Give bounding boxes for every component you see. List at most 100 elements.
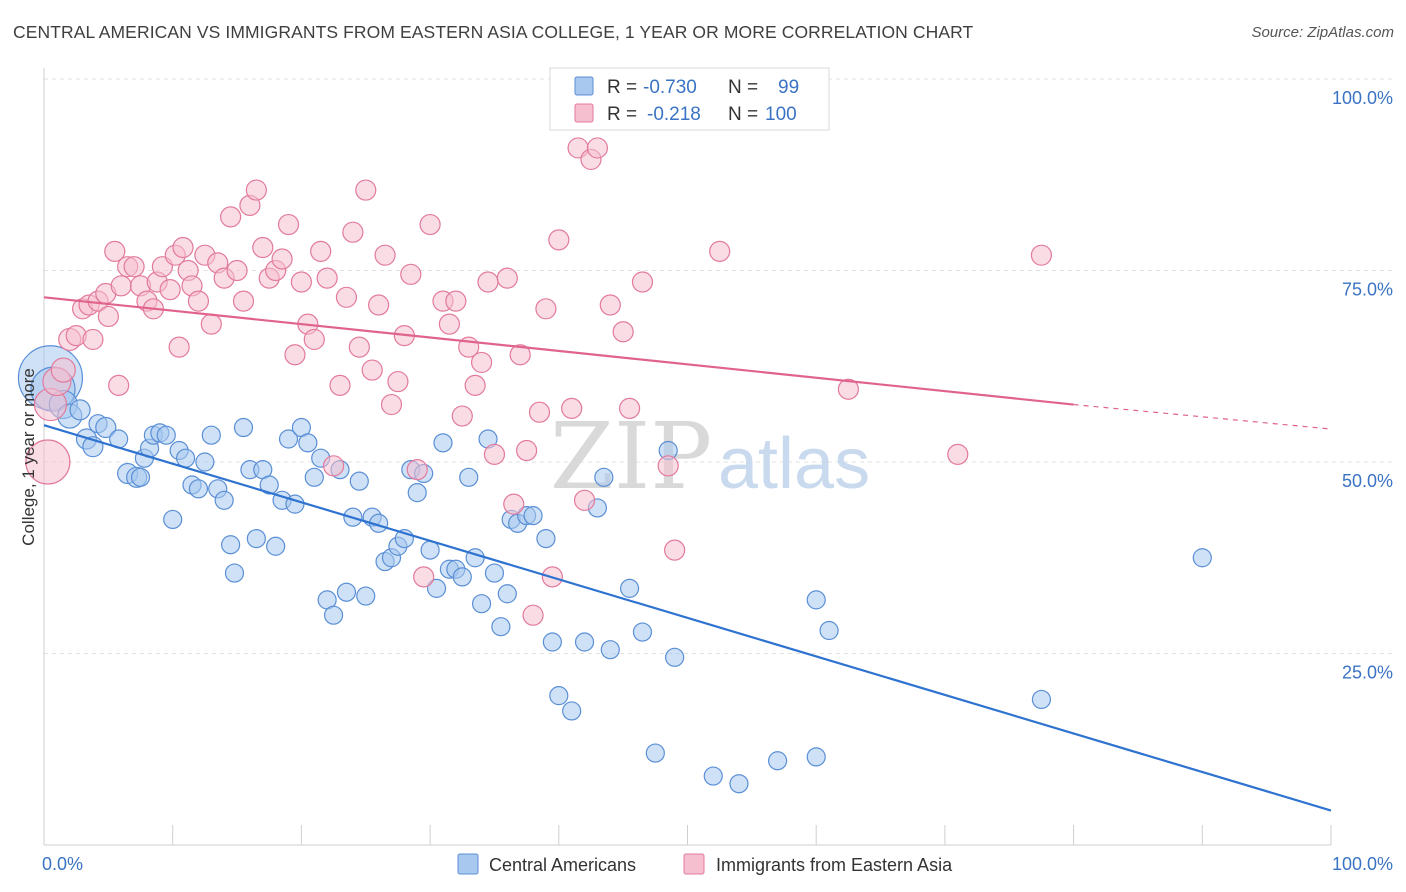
data-point bbox=[348, 336, 370, 358]
data-point bbox=[549, 686, 569, 706]
data-point bbox=[657, 455, 679, 477]
data-point bbox=[168, 336, 190, 358]
data-point bbox=[200, 313, 222, 335]
data-point bbox=[95, 416, 117, 439]
data-point bbox=[516, 439, 538, 462]
legend-box bbox=[549, 67, 830, 131]
data-point bbox=[523, 506, 543, 526]
data-point bbox=[819, 620, 839, 641]
data-point bbox=[947, 443, 969, 465]
data-point bbox=[361, 359, 383, 381]
legend-r-value: -0.730 bbox=[643, 77, 697, 98]
data-point bbox=[573, 489, 596, 511]
trend-lines bbox=[43, 296, 1332, 812]
data-point bbox=[259, 475, 279, 495]
data-point bbox=[221, 535, 241, 555]
series-immigrants-eastern-asia bbox=[25, 137, 1053, 626]
legend: R = -0.730 N = 99 R = -0.218 N = 100 bbox=[549, 67, 830, 131]
data-point bbox=[484, 563, 505, 583]
trend-line-eastern-asia bbox=[43, 296, 1074, 406]
data-point bbox=[503, 493, 525, 515]
data-point bbox=[266, 536, 286, 556]
data-point bbox=[574, 632, 595, 652]
data-point bbox=[664, 539, 686, 561]
tick-labels: 25.0% 50.0% 75.0% 100.0% 0.0% 100.0% bbox=[42, 88, 1393, 874]
data-point bbox=[245, 179, 267, 201]
data-point bbox=[497, 584, 517, 604]
legend-n-value: 100 bbox=[765, 104, 797, 125]
data-point bbox=[252, 236, 274, 259]
data-point bbox=[1031, 689, 1052, 710]
data-point bbox=[767, 751, 788, 771]
watermark: ZIP atlas bbox=[550, 403, 870, 510]
data-point bbox=[413, 566, 435, 588]
legend-n-label: N = bbox=[728, 77, 758, 98]
data-point bbox=[69, 399, 91, 421]
data-point bbox=[290, 271, 312, 293]
data-point bbox=[632, 622, 653, 642]
y-tick-label: 100.0% bbox=[1332, 88, 1393, 108]
data-point bbox=[400, 263, 422, 285]
data-point bbox=[594, 467, 614, 487]
data-point bbox=[1192, 548, 1212, 568]
data-point bbox=[561, 397, 583, 419]
data-point bbox=[233, 417, 254, 438]
data-point bbox=[837, 378, 859, 400]
legend-n-label: N = bbox=[728, 104, 758, 125]
data-point bbox=[163, 509, 183, 530]
data-point bbox=[159, 279, 181, 301]
data-point bbox=[224, 563, 245, 583]
data-point bbox=[172, 236, 194, 259]
bottom-legend-swatch-pink bbox=[683, 853, 705, 875]
y-tick-label: 50.0% bbox=[1342, 471, 1393, 491]
watermark-atlas: atlas bbox=[718, 424, 870, 504]
data-point bbox=[548, 229, 570, 251]
grid bbox=[44, 78, 1392, 654]
data-point bbox=[374, 244, 396, 266]
data-point bbox=[618, 397, 641, 419]
legend-swatch-blue bbox=[574, 76, 594, 96]
data-point bbox=[703, 766, 723, 786]
data-point bbox=[619, 578, 640, 598]
y-axis-label: College, 1 year or more bbox=[19, 368, 38, 546]
data-point bbox=[459, 467, 479, 487]
data-point bbox=[278, 429, 299, 449]
data-point bbox=[226, 259, 248, 282]
x-tick-label: 0.0% bbox=[42, 854, 83, 874]
data-point bbox=[491, 617, 511, 637]
legend-r-value: -0.218 bbox=[647, 104, 701, 125]
data-point bbox=[729, 774, 749, 794]
bottom-legend: Central Americans Immigrants from Easter… bbox=[457, 853, 953, 875]
data-point bbox=[631, 271, 654, 293]
data-point bbox=[97, 305, 119, 328]
bottom-legend-label: Immigrants from Eastern Asia bbox=[716, 855, 953, 875]
data-point bbox=[322, 455, 345, 477]
data-point bbox=[368, 294, 390, 316]
data-point bbox=[246, 528, 266, 549]
data-point bbox=[528, 401, 551, 423]
data-point bbox=[419, 213, 441, 236]
data-point bbox=[130, 467, 151, 487]
bottom-legend-swatch-blue bbox=[457, 853, 479, 875]
data-point bbox=[709, 240, 731, 262]
data-point bbox=[1030, 244, 1053, 266]
data-point bbox=[407, 483, 427, 503]
data-point bbox=[232, 290, 255, 312]
data-point bbox=[438, 313, 461, 335]
data-point bbox=[310, 240, 332, 262]
data-point bbox=[599, 294, 621, 316]
data-point bbox=[536, 528, 556, 549]
legend-r-label: R = bbox=[607, 77, 637, 98]
y-tick-label: 75.0% bbox=[1342, 280, 1393, 300]
source-credit: Source: ZipAtlas.com bbox=[1251, 24, 1394, 41]
data-point bbox=[316, 267, 338, 289]
data-point bbox=[284, 344, 306, 366]
data-point bbox=[304, 467, 324, 487]
legend-r-label: R = bbox=[607, 104, 637, 125]
data-point bbox=[496, 267, 518, 289]
data-point bbox=[214, 490, 234, 510]
data-point bbox=[562, 701, 582, 721]
data-point bbox=[25, 439, 71, 485]
data-point bbox=[380, 393, 403, 416]
